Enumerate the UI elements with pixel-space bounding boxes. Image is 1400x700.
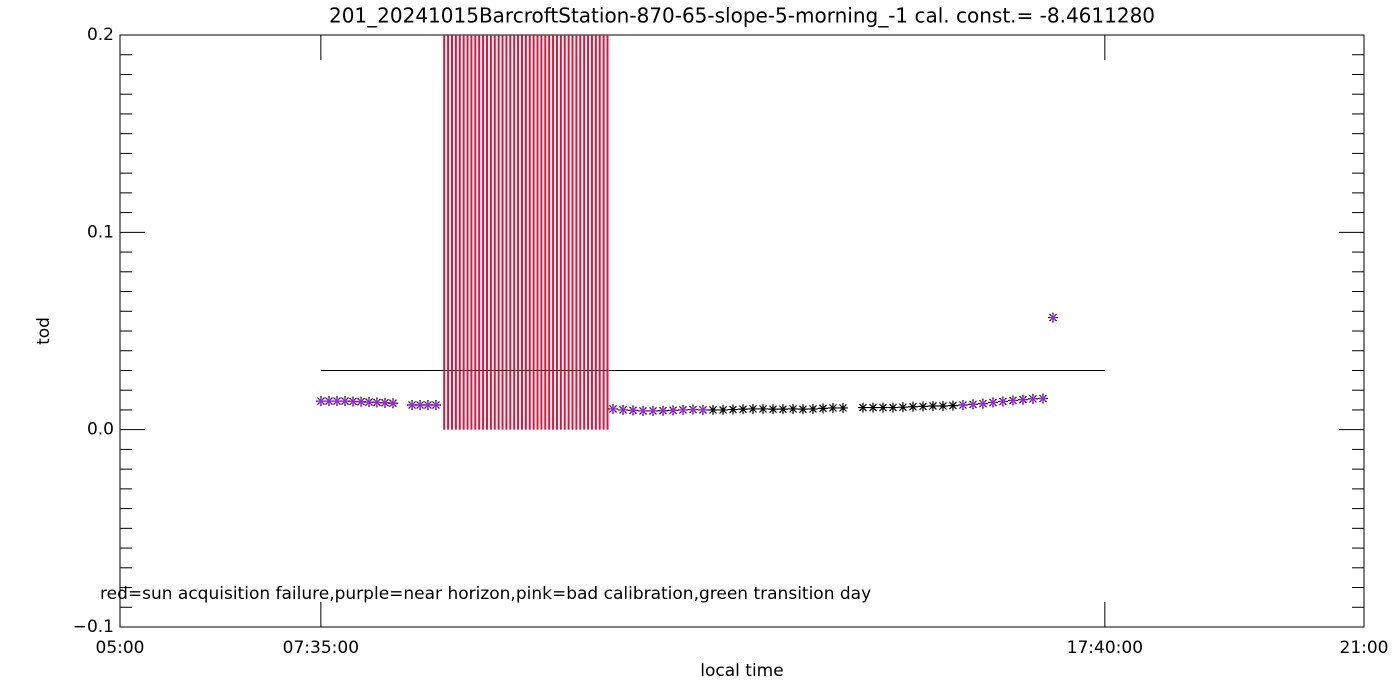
asterisk-point <box>639 407 647 415</box>
x-tick-label: 17:40:00 <box>1067 638 1143 658</box>
asterisk-point <box>788 403 799 414</box>
asterisk-point <box>999 397 1007 405</box>
chart-title: 201_20241015BarcroftStation-870-65-slope… <box>329 4 1155 28</box>
asterisk-point <box>797 404 808 415</box>
asterisk-point <box>989 398 997 406</box>
asterisk-point <box>689 406 697 414</box>
asterisk-point <box>699 406 707 414</box>
asterisk-point <box>857 402 868 413</box>
asterisk-point <box>1039 394 1047 402</box>
asterisk-point <box>718 404 729 415</box>
asterisk-point <box>927 400 938 411</box>
asterisk-point <box>897 402 908 413</box>
asterisk-point <box>877 402 888 413</box>
asterisk-point <box>969 400 977 408</box>
asterisk-point <box>747 403 758 414</box>
asterisk-point <box>341 397 349 405</box>
asterisk-point <box>837 402 848 413</box>
asterisk-point <box>947 400 958 411</box>
asterisk-point <box>818 403 829 414</box>
x-tick-label: 05:00 <box>96 638 145 658</box>
asterisk-point <box>907 401 918 412</box>
asterisk-point <box>349 397 357 405</box>
asterisk-point <box>333 397 341 405</box>
asterisk-point <box>609 405 617 413</box>
asterisk-point <box>918 401 929 412</box>
x-axis-label: local time <box>700 661 783 681</box>
plot-frame <box>119 34 1365 628</box>
asterisk-point <box>317 397 325 405</box>
asterisk-point <box>669 406 677 414</box>
asterisk-point <box>868 402 879 413</box>
asterisk-point <box>679 406 687 414</box>
asterisk-point <box>727 404 738 415</box>
x-tick-label: 21:00 <box>1340 638 1389 658</box>
asterisk-point <box>979 400 987 408</box>
asterisk-point <box>373 398 381 406</box>
y-tick-label: 0.2 <box>87 25 114 45</box>
asterisk-point <box>738 404 749 415</box>
asterisk-point <box>707 404 718 415</box>
y-tick-label: 0.0 <box>87 420 114 440</box>
asterisk-point <box>768 404 779 415</box>
y-axis-label: tod <box>34 317 54 345</box>
asterisk-point <box>887 402 898 413</box>
asterisk-point <box>807 403 818 414</box>
asterisk-point <box>389 399 397 407</box>
asterisk-point <box>416 401 424 409</box>
y-tick-label: 0.1 <box>87 222 114 242</box>
asterisk-point <box>424 401 432 409</box>
asterisk-point <box>937 400 948 411</box>
asterisk-point <box>357 398 365 406</box>
asterisk-point <box>1019 396 1027 404</box>
asterisk-point <box>777 404 788 415</box>
asterisk-point <box>1029 395 1037 403</box>
y-tick-label: −0.1 <box>73 617 114 637</box>
asterisk-point <box>629 406 637 414</box>
asterisk-point <box>1009 396 1017 404</box>
asterisk-point <box>959 401 967 409</box>
asterisk-point <box>432 401 440 409</box>
annotation: red=sun acquisition failure,purple=near … <box>100 584 871 604</box>
asterisk-point <box>1049 314 1057 322</box>
asterisk-point <box>365 398 373 406</box>
asterisk-point <box>659 407 667 415</box>
asterisk-point <box>619 406 627 414</box>
asterisk-point <box>757 403 768 414</box>
asterisk-point <box>325 397 333 405</box>
asterisk-point <box>381 399 389 407</box>
asterisk-point <box>649 407 657 415</box>
x-tick-label: 07:35:00 <box>283 638 359 658</box>
asterisk-point <box>408 401 416 409</box>
asterisk-point <box>827 402 838 413</box>
